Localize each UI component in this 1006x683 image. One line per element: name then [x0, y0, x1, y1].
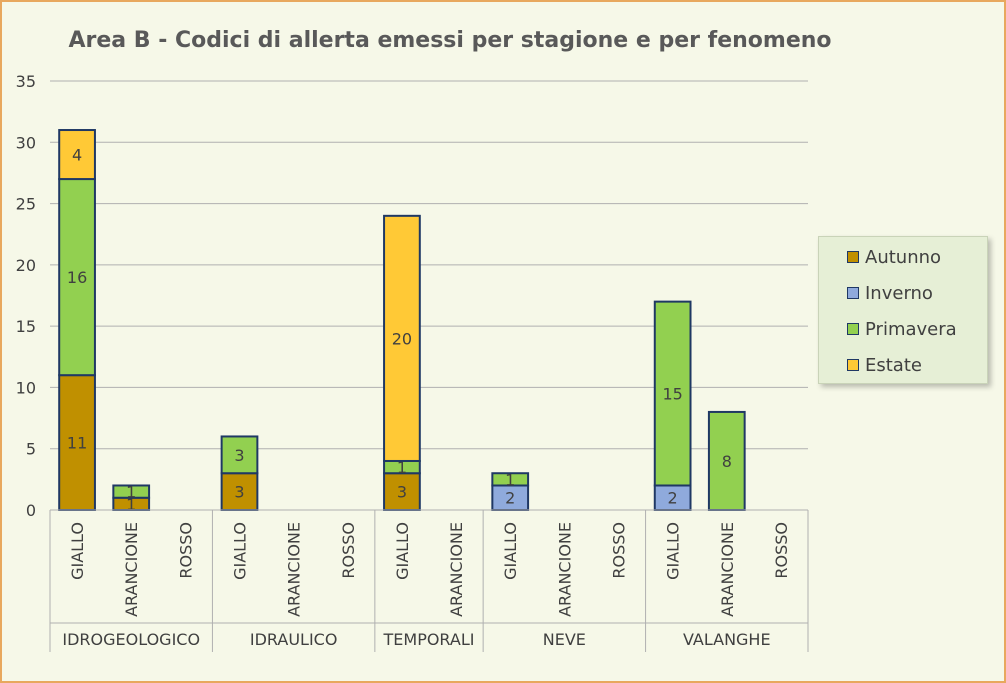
x-group-label: VALANGHE: [683, 630, 771, 649]
x-category-label: ARANCIONE: [122, 522, 141, 617]
data-label: 3: [397, 483, 407, 502]
y-tick-label: 10: [16, 378, 36, 397]
data-label: 3: [234, 483, 244, 502]
x-group-label: IDRAULICO: [250, 630, 338, 649]
x-category-label: GIALLO: [664, 522, 683, 580]
legend-item-inverno: Inverno: [819, 281, 987, 305]
chart-title: Area B - Codici di allerta emessi per st…: [68, 28, 832, 53]
chart-legend: Autunno Inverno Primavera Estate: [818, 236, 988, 384]
y-tick-label: 35: [16, 72, 36, 91]
x-category-label: ARANCIONE: [718, 522, 737, 617]
bar-estate: [383, 214, 421, 462]
data-label: 2: [505, 489, 515, 508]
legend-item-estate: Estate: [819, 353, 987, 377]
legend-label: Estate: [865, 354, 922, 376]
data-label: 1: [397, 458, 407, 477]
data-label: 1: [505, 470, 515, 489]
x-category-label: GIALLO: [231, 522, 250, 580]
bar-primavera: [112, 484, 151, 499]
legend-item-autunno: Autunno: [819, 245, 987, 269]
bar-autunno: [220, 472, 259, 512]
legend-label: Autunno: [865, 246, 942, 268]
y-tick-label: 15: [16, 317, 36, 336]
data-label: 15: [662, 385, 682, 404]
data-label: 4: [72, 146, 82, 165]
bar-primavera: [220, 435, 259, 475]
x-category-label: ARANCIONE: [447, 522, 466, 617]
bar-primavera: [707, 410, 746, 512]
legend-label: Primavera: [865, 318, 957, 340]
y-tick-label: 25: [16, 195, 36, 214]
x-category-label: ROSSO: [610, 522, 629, 579]
legend-item-primavera: Primavera: [819, 317, 987, 341]
y-tick-label: 20: [16, 256, 36, 275]
x-category-label: ROSSO: [772, 522, 791, 579]
y-tick-label: 30: [16, 133, 36, 152]
x-group-label: TEMPORALI: [383, 630, 475, 649]
legend-label: Inverno: [865, 282, 933, 304]
legend-swatch: [847, 359, 859, 371]
bar-primavera: [58, 178, 96, 377]
y-tick-label: 0: [26, 501, 36, 520]
x-category-label: ARANCIONE: [555, 522, 574, 617]
data-label: 20: [392, 329, 412, 348]
x-category-label: GIALLO: [68, 522, 87, 580]
data-label: 1: [126, 495, 136, 514]
bar-inverno: [653, 484, 692, 512]
bar-primavera: [653, 300, 692, 487]
x-category-label: ARANCIONE: [285, 522, 304, 617]
data-label: 1: [126, 483, 136, 502]
x-category-label: ROSSO: [176, 522, 195, 579]
data-label: 3: [234, 446, 244, 465]
data-label: 8: [722, 452, 732, 471]
legend-swatch: [847, 323, 859, 335]
data-label: 16: [67, 268, 87, 287]
x-category-label: GIALLO: [501, 522, 520, 580]
bar-autunno: [58, 374, 96, 511]
x-category-label: ROSSO: [339, 522, 358, 579]
legend-swatch: [847, 287, 859, 299]
x-category-label: GIALLO: [393, 522, 412, 580]
data-label: 11: [67, 434, 87, 453]
x-group-label: NEVE: [543, 630, 586, 649]
legend-swatch: [847, 251, 859, 263]
x-group-label: IDROGEOLOGICO: [62, 630, 200, 649]
bar-primavera: [491, 472, 530, 487]
data-label: 2: [668, 489, 678, 508]
y-tick-label: 5: [26, 440, 36, 459]
bar-estate: [58, 129, 96, 181]
